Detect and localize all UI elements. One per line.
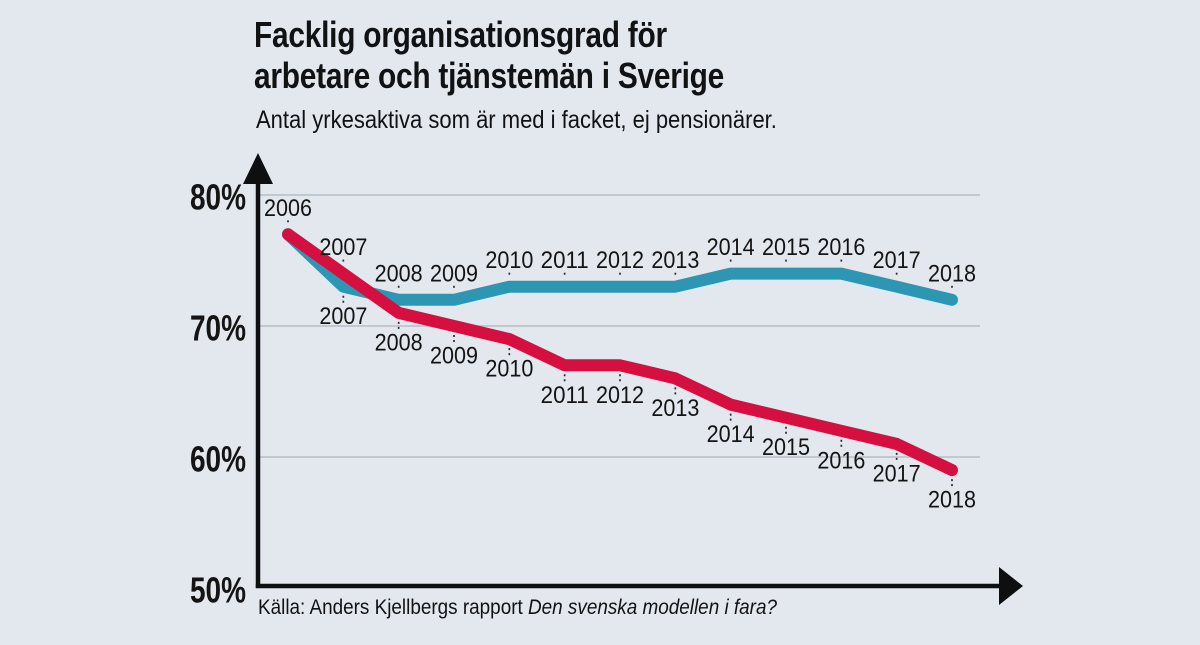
x-axis-arrow-icon <box>999 567 1023 605</box>
year-label-bottom-2015: 2015 <box>762 434 810 461</box>
year-label-top-2008: 2008 <box>375 260 423 287</box>
year-label-bottom-2008: 2008 <box>375 329 423 356</box>
y-tick-label-50: 50% <box>190 570 246 611</box>
source-prefix: Källa: Anders Kjellbergs rapport <box>258 596 528 619</box>
source-note: Källa: Anders Kjellbergs rapport Den sve… <box>258 596 777 620</box>
year-label-top-2013: 2013 <box>651 247 699 274</box>
chart-title: Facklig organisationsgrad för arbetare oc… <box>254 14 724 96</box>
series-line-arbetare <box>282 228 958 477</box>
year-label-bottom-2010: 2010 <box>485 356 533 383</box>
year-label-top-2007: 2007 <box>319 234 367 261</box>
year-label-top-2012: 2012 <box>596 247 644 274</box>
year-label-top-2006: 2006 <box>264 195 312 222</box>
year-label-bottom-2014: 2014 <box>707 421 755 448</box>
year-label-bottom-2016: 2016 <box>817 447 865 474</box>
year-label-bottom-2011: 2011 <box>541 382 589 409</box>
chart-title-line1: Facklig organisationsgrad för <box>254 14 667 55</box>
source-work-title: Den svenska modellen i fara? <box>528 596 777 619</box>
year-label-bottom-2013: 2013 <box>651 395 699 422</box>
year-label-top-2011: 2011 <box>541 247 589 274</box>
y-tick-label-80: 80% <box>190 177 246 218</box>
chart-title-line2: arbetare och tjänstemän i Sverige <box>254 55 725 96</box>
year-label-bottom-2018: 2018 <box>928 487 976 514</box>
year-label-top-2015: 2015 <box>762 234 810 261</box>
year-label-top-2018: 2018 <box>928 260 976 287</box>
chart-header: Facklig organisationsgrad för arbetare oc… <box>254 14 820 134</box>
year-label-top-2014: 2014 <box>707 234 755 261</box>
year-label-bottom-2017: 2017 <box>873 460 921 487</box>
year-label-bottom-2012: 2012 <box>596 382 644 409</box>
year-label-bottom-2009: 2009 <box>430 343 478 370</box>
year-label-top-2009: 2009 <box>430 260 478 287</box>
series-line-tjänstemän <box>282 228 958 306</box>
chart-subtitle: Antal yrkesaktiva som är med i facket, e… <box>256 106 777 134</box>
y-axis-arrow-icon <box>243 153 273 184</box>
year-label-top-2010: 2010 <box>485 247 533 274</box>
year-label-bottom-2007: 2007 <box>319 303 367 330</box>
y-tick-label-60: 60% <box>190 439 246 480</box>
y-tick-label-70: 70% <box>190 308 246 349</box>
year-label-top-2016: 2016 <box>817 234 865 261</box>
year-label-top-2017: 2017 <box>873 247 921 274</box>
